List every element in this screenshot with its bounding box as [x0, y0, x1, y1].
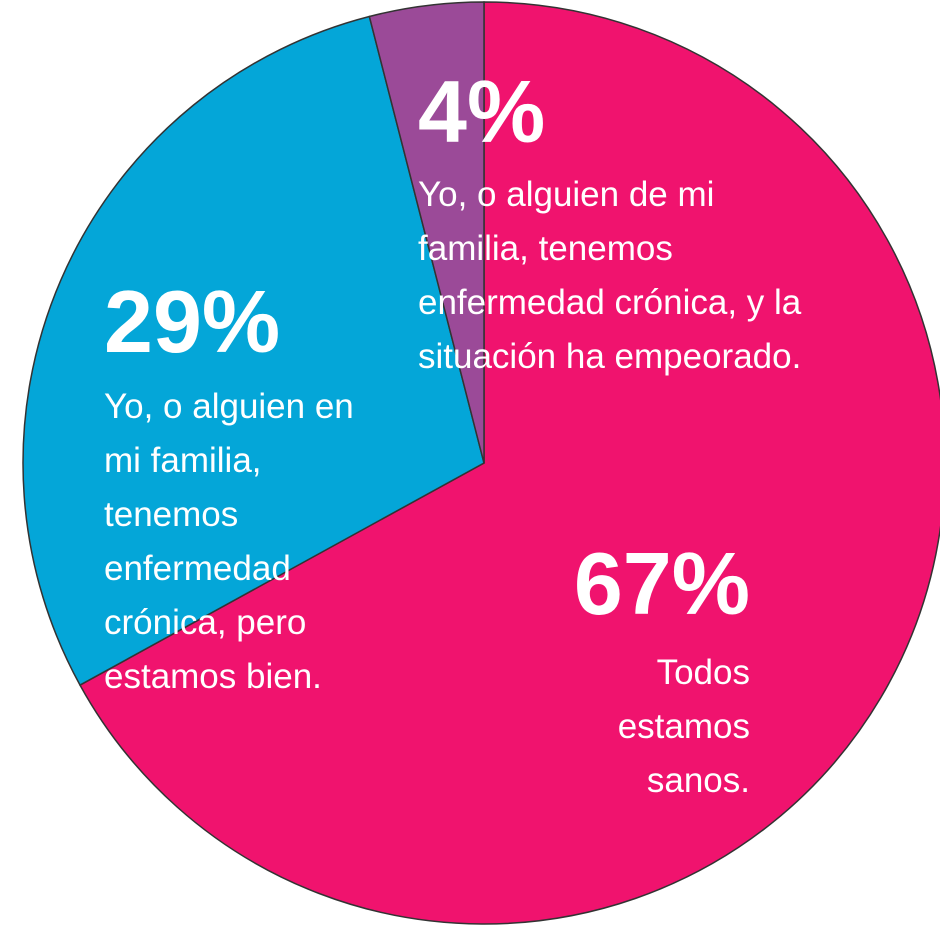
slice-value-label: 67%: [573, 534, 750, 633]
pie-slice: [22, 15, 485, 687]
slice-category-label: Todos estamos sanos.: [617, 653, 750, 800]
pie-slice: [79, 1, 940, 925]
slice-category-label: Yo, o alguien en mi familia, tenemos enf…: [104, 387, 354, 696]
slice-value-label: 29%: [104, 272, 281, 371]
pie-slice: [368, 1, 485, 464]
slice-value-label: 4%: [418, 62, 546, 161]
slice-category-label: Yo, o alguien de mi familia, tenemos enf…: [418, 175, 802, 376]
